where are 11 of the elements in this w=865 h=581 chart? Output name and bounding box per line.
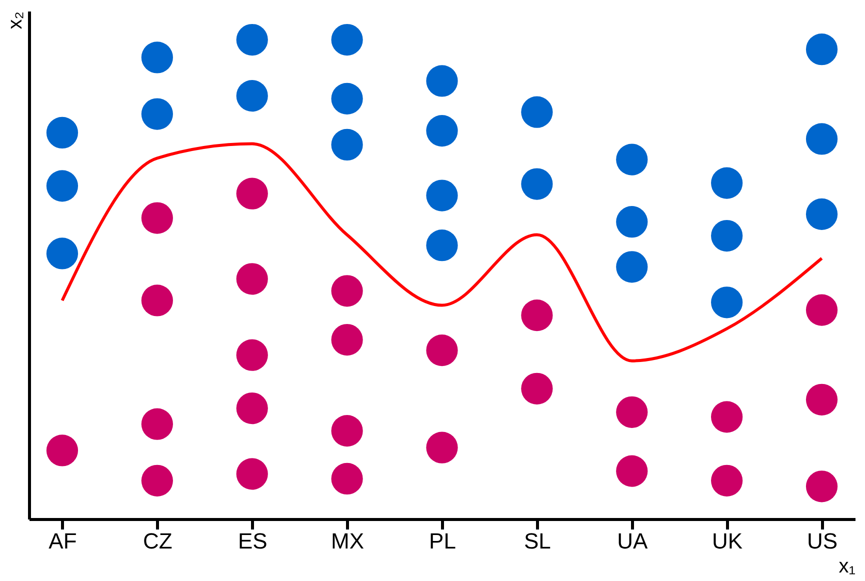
x-tick-label: AF	[48, 528, 77, 554]
x-tick-label: SL	[524, 528, 551, 554]
x-tick-label: US	[806, 528, 838, 554]
x-axis-title: x₁	[838, 556, 856, 578]
x-tick-label: ES	[238, 528, 268, 554]
y-axis-title: x₂	[4, 12, 26, 30]
x-tick-label: MX	[331, 528, 364, 554]
x-tick-label: UK	[712, 528, 743, 554]
x-tick-label: CZ	[143, 528, 172, 554]
x-tick-label: PL	[429, 528, 456, 554]
x-tick-label: UA	[617, 528, 648, 554]
